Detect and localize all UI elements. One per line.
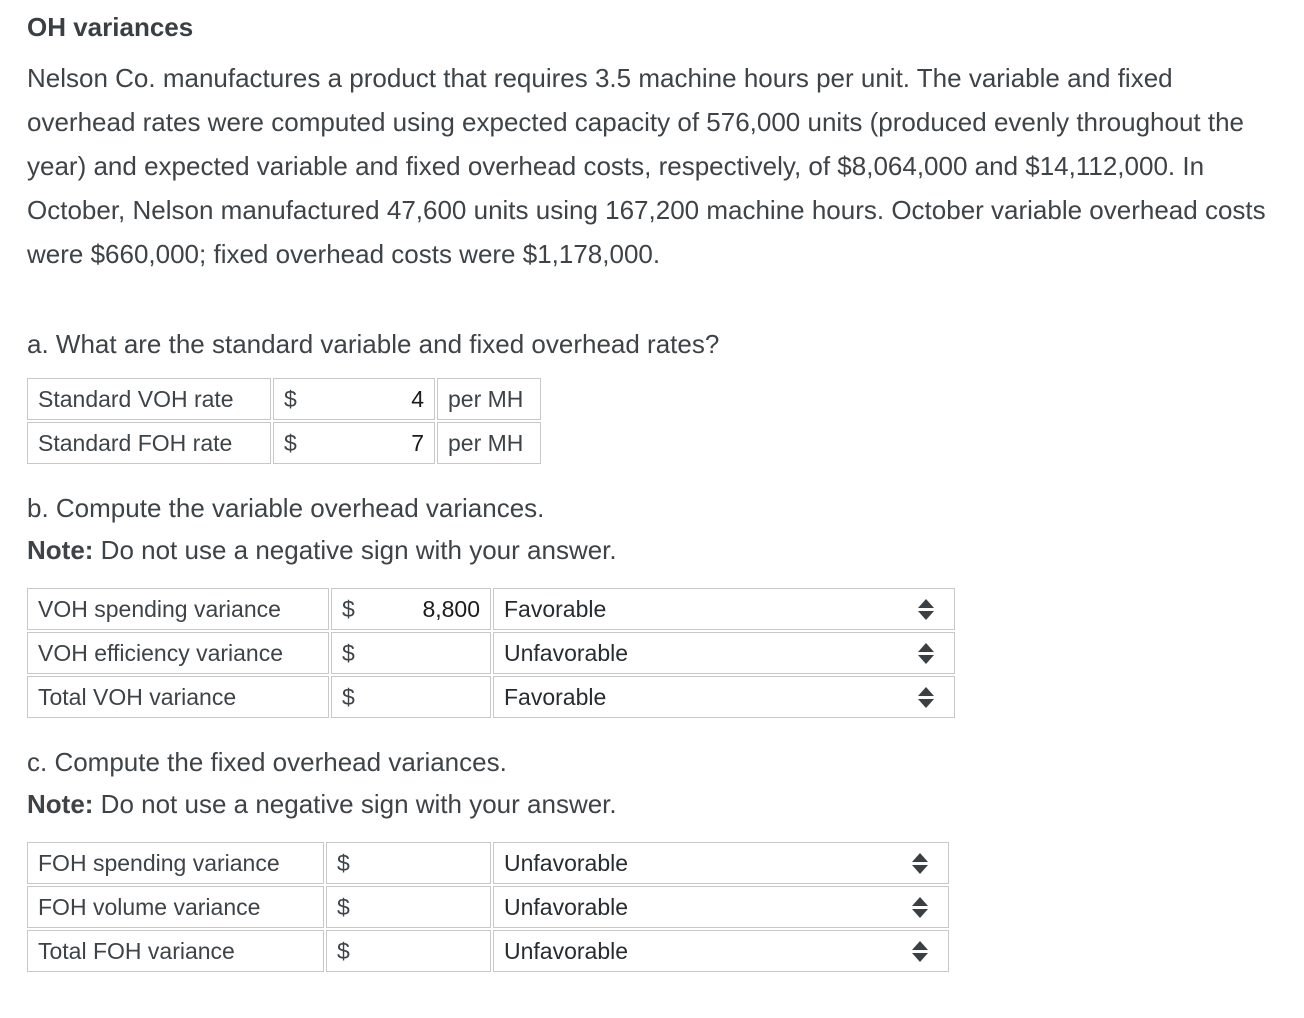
select-arrows-icon xyxy=(918,686,934,708)
note-label: Note: xyxy=(27,535,94,565)
foh-volume-variance-input[interactable]: $ xyxy=(326,886,491,928)
input-value: 8,800 xyxy=(422,595,480,622)
voh-efficiency-direction-select[interactable]: Unfavorable xyxy=(493,632,955,674)
section-a-heading: a. What are the standard variable and fi… xyxy=(27,329,720,359)
foh-variances-table: FOH spending variance $ Unfavorable FOH … xyxy=(25,840,951,974)
total-foh-variance-input[interactable]: $ xyxy=(326,930,491,972)
voh-efficiency-variance-input[interactable]: $ xyxy=(331,632,491,674)
row-label-standard-foh-rate: Standard FOH rate xyxy=(27,422,271,464)
currency-symbol: $ xyxy=(337,937,350,964)
row-label-total-foh-variance: Total FOH variance xyxy=(27,930,324,972)
total-voh-direction-select[interactable]: Favorable xyxy=(493,676,955,718)
selected-option: Favorable xyxy=(504,683,607,710)
select-arrows-icon xyxy=(912,852,928,874)
selected-option: Unfavorable xyxy=(504,937,629,964)
note-text: Do not use a negative sign with your ans… xyxy=(93,789,617,819)
row-label-total-voh-variance: Total VOH variance xyxy=(27,676,329,718)
selected-option: Favorable xyxy=(504,595,607,622)
unit-label: per MH xyxy=(437,422,541,464)
row-label-voh-efficiency-variance: VOH efficiency variance xyxy=(27,632,329,674)
currency-symbol: $ xyxy=(337,849,350,876)
standard-foh-rate-input[interactable]: $ 7 xyxy=(273,422,435,464)
problem-statement: Nelson Co. manufactures a product that r… xyxy=(27,63,1266,269)
note-text: Do not use a negative sign with your ans… xyxy=(93,535,617,565)
foh-volume-direction-select[interactable]: Unfavorable xyxy=(493,886,949,928)
row-label-standard-voh-rate: Standard VOH rate xyxy=(27,378,271,420)
currency-symbol: $ xyxy=(342,683,355,710)
table-row: Standard FOH rate $ 7 per MH xyxy=(27,422,541,464)
table-row: FOH spending variance $ Unfavorable xyxy=(27,842,949,884)
page-title: OH variances xyxy=(27,12,194,42)
currency-symbol: $ xyxy=(284,385,297,412)
currency-symbol: $ xyxy=(342,639,355,666)
input-value: 7 xyxy=(411,429,424,456)
table-row: Total FOH variance $ Unfavorable xyxy=(27,930,949,972)
table-row: FOH volume variance $ Unfavorable xyxy=(27,886,949,928)
section-b-note: Note: Do not use a negative sign with yo… xyxy=(27,528,1286,572)
row-label-foh-volume-variance: FOH volume variance xyxy=(27,886,324,928)
selected-option: Unfavorable xyxy=(504,639,629,666)
selected-option: Unfavorable xyxy=(504,849,629,876)
table-row: Standard VOH rate $ 4 per MH xyxy=(27,378,541,420)
section-b-heading: b. Compute the variable overhead varianc… xyxy=(27,493,545,523)
note-label: Note: xyxy=(27,789,94,819)
total-voh-variance-input[interactable]: $ xyxy=(331,676,491,718)
select-arrows-icon xyxy=(912,940,928,962)
voh-variances-table: VOH spending variance $ 8,800 Favorable … xyxy=(25,586,957,720)
select-arrows-icon xyxy=(918,642,934,664)
foh-spending-variance-input[interactable]: $ xyxy=(326,842,491,884)
table-row: VOH spending variance $ 8,800 Favorable xyxy=(27,588,955,630)
currency-symbol: $ xyxy=(284,429,297,456)
total-foh-direction-select[interactable]: Unfavorable xyxy=(493,930,949,972)
standard-voh-rate-input[interactable]: $ 4 xyxy=(273,378,435,420)
voh-spending-variance-input[interactable]: $ 8,800 xyxy=(331,588,491,630)
currency-symbol: $ xyxy=(342,595,355,622)
row-label-foh-spending-variance: FOH spending variance xyxy=(27,842,324,884)
voh-spending-direction-select[interactable]: Favorable xyxy=(493,588,955,630)
standard-rates-table: Standard VOH rate $ 4 per MH Standard FO… xyxy=(25,376,543,466)
currency-symbol: $ xyxy=(337,893,350,920)
selected-option: Unfavorable xyxy=(504,893,629,920)
section-c-note: Note: Do not use a negative sign with yo… xyxy=(27,782,1286,826)
table-row: VOH efficiency variance $ Unfavorable xyxy=(27,632,955,674)
row-label-voh-spending-variance: VOH spending variance xyxy=(27,588,329,630)
foh-spending-direction-select[interactable]: Unfavorable xyxy=(493,842,949,884)
select-arrows-icon xyxy=(912,896,928,918)
table-row: Total VOH variance $ Favorable xyxy=(27,676,955,718)
unit-label: per MH xyxy=(437,378,541,420)
input-value: 4 xyxy=(411,385,424,412)
section-c-heading: c. Compute the fixed overhead variances. xyxy=(27,747,507,777)
select-arrows-icon xyxy=(918,598,934,620)
